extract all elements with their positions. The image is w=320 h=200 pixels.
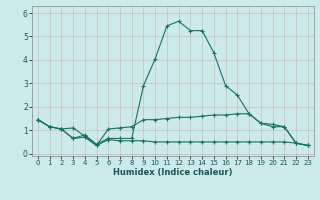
X-axis label: Humidex (Indice chaleur): Humidex (Indice chaleur) [113, 168, 233, 177]
